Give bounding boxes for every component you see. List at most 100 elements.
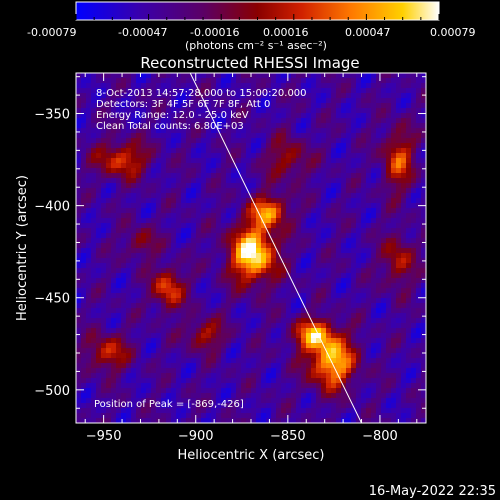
heatmap-cell	[236, 403, 242, 409]
heatmap-cell	[236, 193, 242, 199]
heatmap-cell	[191, 83, 197, 89]
heatmap-cell	[281, 283, 287, 289]
heatmap-cell	[246, 233, 252, 239]
heatmap-cell	[356, 83, 362, 89]
heatmap-cell	[346, 218, 352, 224]
heatmap-cell	[331, 293, 337, 299]
heatmap-cell	[276, 148, 282, 154]
heatmap-cell	[156, 148, 162, 154]
heatmap-cell	[226, 298, 232, 304]
heatmap-cell	[271, 378, 277, 384]
heatmap-cell	[121, 163, 127, 169]
heatmap-cell	[416, 93, 422, 99]
heatmap-cell	[411, 108, 417, 114]
heatmap-cell	[81, 113, 87, 119]
heatmap-cell	[321, 393, 327, 399]
heatmap-cell	[76, 328, 82, 334]
heatmap-cell	[331, 263, 337, 269]
heatmap-cell	[251, 398, 257, 404]
heatmap-cell	[376, 253, 382, 259]
heatmap-cell	[111, 183, 117, 189]
heatmap-cell	[111, 128, 117, 134]
heatmap-cell	[181, 273, 187, 279]
heatmap-cell	[86, 128, 92, 134]
heatmap-cell	[401, 318, 407, 324]
heatmap-cell	[166, 138, 172, 144]
heatmap-cell	[151, 123, 157, 129]
heatmap-cell	[346, 303, 352, 309]
heatmap-cell	[396, 203, 402, 209]
heatmap-cell	[76, 393, 82, 399]
heatmap-cell	[221, 183, 227, 189]
heatmap-cell	[226, 98, 232, 104]
heatmap-cell	[141, 108, 147, 114]
heatmap-cell	[286, 163, 292, 169]
heatmap-cell	[286, 408, 292, 414]
heatmap-cell	[111, 118, 117, 124]
heatmap-cell	[196, 338, 202, 344]
heatmap-cell	[306, 98, 312, 104]
heatmap-cell	[186, 113, 192, 119]
heatmap-cell	[386, 88, 392, 94]
heatmap-cell	[236, 353, 242, 359]
heatmap-cell	[296, 178, 302, 184]
heatmap-cell	[131, 108, 137, 114]
heatmap-cell	[321, 83, 327, 89]
heatmap-cell	[216, 283, 222, 289]
heatmap-cell	[301, 153, 307, 159]
heatmap-cell	[211, 173, 217, 179]
heatmap-cell	[116, 268, 122, 274]
heatmap-cell	[186, 223, 192, 229]
heatmap-cell	[296, 113, 302, 119]
heatmap-cell	[266, 243, 272, 249]
heatmap-cell	[296, 368, 302, 374]
heatmap-cell	[221, 128, 227, 134]
heatmap-cell	[251, 233, 257, 239]
heatmap-cell	[356, 248, 362, 254]
heatmap-cell	[106, 168, 112, 174]
heatmap-cell	[131, 153, 137, 159]
heatmap-cell	[301, 363, 307, 369]
heatmap-cell	[251, 313, 257, 319]
heatmap-cell	[91, 333, 97, 339]
heatmap-cell	[331, 398, 337, 404]
heatmap-cell	[206, 238, 212, 244]
heatmap-cell	[191, 378, 197, 384]
heatmap-cell	[191, 173, 197, 179]
heatmap-cell	[116, 413, 122, 419]
heatmap-cell	[91, 348, 97, 354]
heatmap-cell	[411, 133, 417, 139]
heatmap-cell	[181, 293, 187, 299]
heatmap-cell	[226, 368, 232, 374]
heatmap-cell	[256, 333, 262, 339]
heatmap-cell	[346, 348, 352, 354]
heatmap-cell	[156, 258, 162, 264]
heatmap-cell	[226, 373, 232, 379]
heatmap-cell	[421, 108, 426, 114]
heatmap-cell	[301, 78, 307, 84]
heatmap-cell	[351, 208, 357, 214]
heatmap-cell	[136, 173, 142, 179]
heatmap-cell	[211, 108, 217, 114]
heatmap-cell	[136, 273, 142, 279]
heatmap-cell	[126, 208, 132, 214]
heatmap-cell	[111, 358, 117, 364]
heatmap-cell	[141, 158, 147, 164]
heatmap-cell	[76, 398, 82, 404]
heatmap-cell	[346, 333, 352, 339]
heatmap-cell	[266, 333, 272, 339]
heatmap-cell	[316, 253, 322, 259]
heatmap-cell	[396, 128, 402, 134]
heatmap-cell	[286, 368, 292, 374]
heatmap-cell	[151, 138, 157, 144]
heatmap-cell	[401, 298, 407, 304]
heatmap-cell	[386, 363, 392, 369]
heatmap-cell	[201, 403, 207, 409]
heatmap-cell	[241, 283, 247, 289]
heatmap-cell	[116, 243, 122, 249]
heatmap-cell	[236, 368, 242, 374]
heatmap-cell	[76, 98, 82, 104]
heatmap-cell	[206, 388, 212, 394]
heatmap-cell	[276, 158, 282, 164]
heatmap-cell	[421, 363, 426, 369]
